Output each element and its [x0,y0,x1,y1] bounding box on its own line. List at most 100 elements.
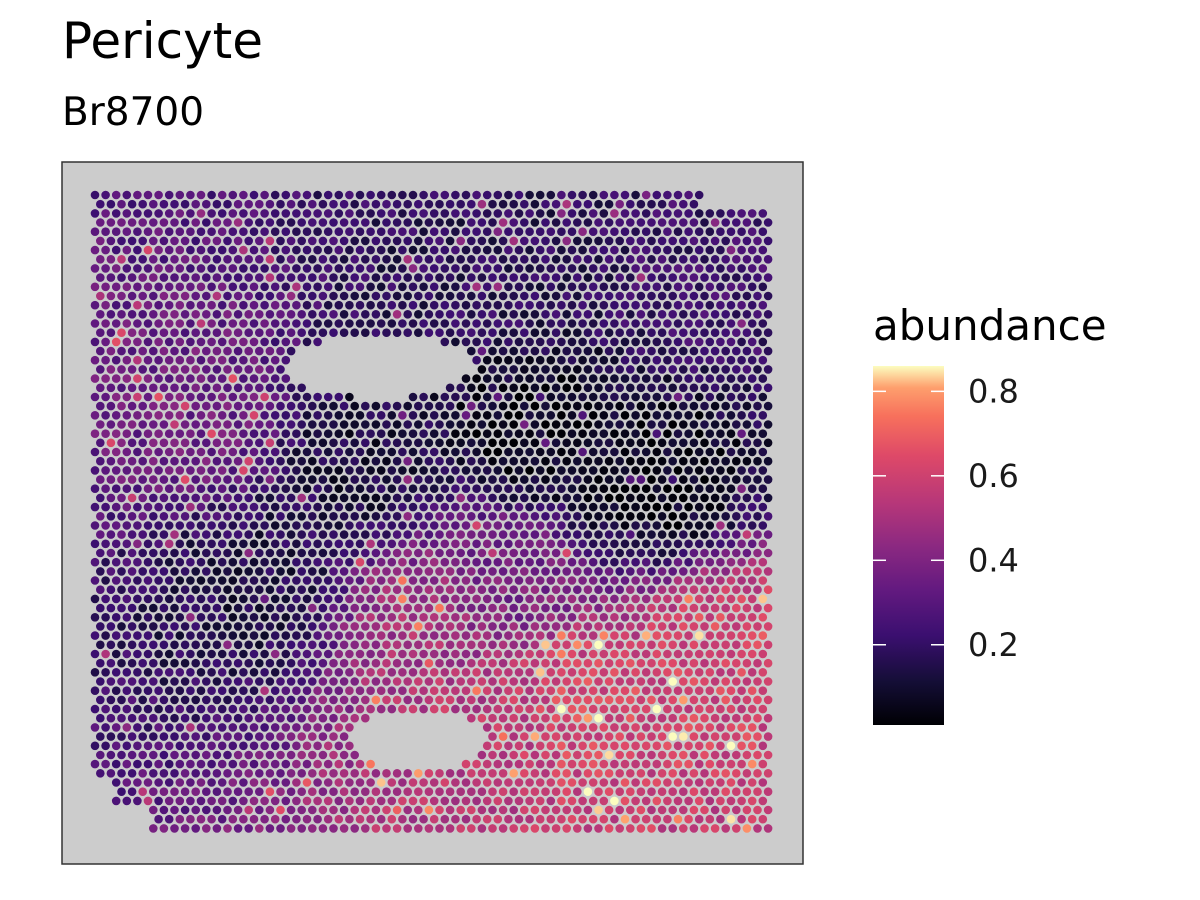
spot-point [594,420,603,429]
spot-point [308,273,317,282]
spot-point [673,374,683,383]
spot-point [461,704,471,714]
spot-point [726,741,736,751]
spot-point [445,383,455,393]
spot-point [106,328,116,338]
spot-point [626,254,635,264]
spot-point [440,539,450,549]
spot-point [90,245,100,255]
spot-point [111,594,121,604]
spot-point [186,759,195,769]
spot-point [117,713,126,723]
spot-point [239,411,248,420]
spot-point [732,493,741,503]
spot-point [196,796,206,806]
spot-point [350,218,360,227]
spot-point [313,613,322,622]
spot-point [228,778,238,787]
spot-point [212,658,222,668]
spot-point [233,677,243,686]
spot-point [657,346,667,356]
spot-point [663,245,672,255]
spot-point [244,622,253,631]
spot-point [149,750,158,760]
spot-point [679,218,688,227]
spot-point [111,264,121,273]
spot-point [403,236,413,246]
spot-point [217,649,227,659]
spot-point [742,713,752,723]
spot-point [308,199,317,209]
spot-point [535,227,545,236]
spot-point [276,658,285,668]
spot-point [318,658,328,668]
spot-point [679,493,688,503]
spot-point [228,411,238,420]
spot-point [212,493,222,503]
spot-point [419,466,428,475]
spot-point [525,411,534,420]
spot-point [689,273,699,282]
spot-point [408,576,418,585]
spot-point [467,713,476,723]
spot-point [297,328,307,338]
spot-point [323,778,333,787]
spot-point [557,484,566,494]
spot-point [753,787,762,796]
spot-point [154,411,163,420]
spot-point [663,521,672,530]
spot-point [302,576,312,585]
spot-point [207,447,216,457]
spot-point [355,447,365,457]
spot-point [207,282,216,292]
legend-tick-label: 0.4 [968,541,1019,579]
spot-point [138,658,147,668]
spot-point [350,622,360,631]
spot-point [461,227,471,236]
spot-point [408,209,418,218]
spot-point [610,668,619,677]
spot-point [175,466,185,475]
spot-point [679,328,688,338]
spot-point [196,466,206,475]
spot-point [620,557,630,567]
spot-point [376,245,386,255]
spot-point [111,759,121,769]
spot-point [308,622,317,631]
spot-point [461,337,471,347]
spot-point [308,218,317,227]
spot-point [212,383,222,393]
spot-point [541,824,550,833]
spot-point [520,658,529,668]
spot-point [482,594,492,604]
spot-point [573,475,582,484]
spot-point [509,475,518,484]
spot-point [122,521,132,530]
spot-point [631,723,640,732]
spot-point [90,374,100,383]
spot-point [700,750,709,760]
spot-point [567,576,577,585]
spot-point [111,337,121,347]
spot-point [594,603,603,613]
spot-point [159,713,169,723]
spot-point [101,264,110,273]
spot-point [270,264,280,273]
spot-point [737,355,746,365]
spot-point [737,741,746,751]
spot-point [694,447,704,457]
spot-point [117,695,126,705]
spot-point [254,713,264,723]
spot-point [339,199,349,209]
spot-point [461,668,471,677]
spot-point [239,796,248,806]
spot-point [763,273,773,282]
spot-point [684,337,693,347]
spot-point [573,640,582,650]
spot-point [101,190,110,200]
spot-point [557,594,566,604]
spot-point [180,530,190,539]
spot-point [493,264,503,273]
spot-point [588,741,598,751]
spot-point [249,392,259,402]
